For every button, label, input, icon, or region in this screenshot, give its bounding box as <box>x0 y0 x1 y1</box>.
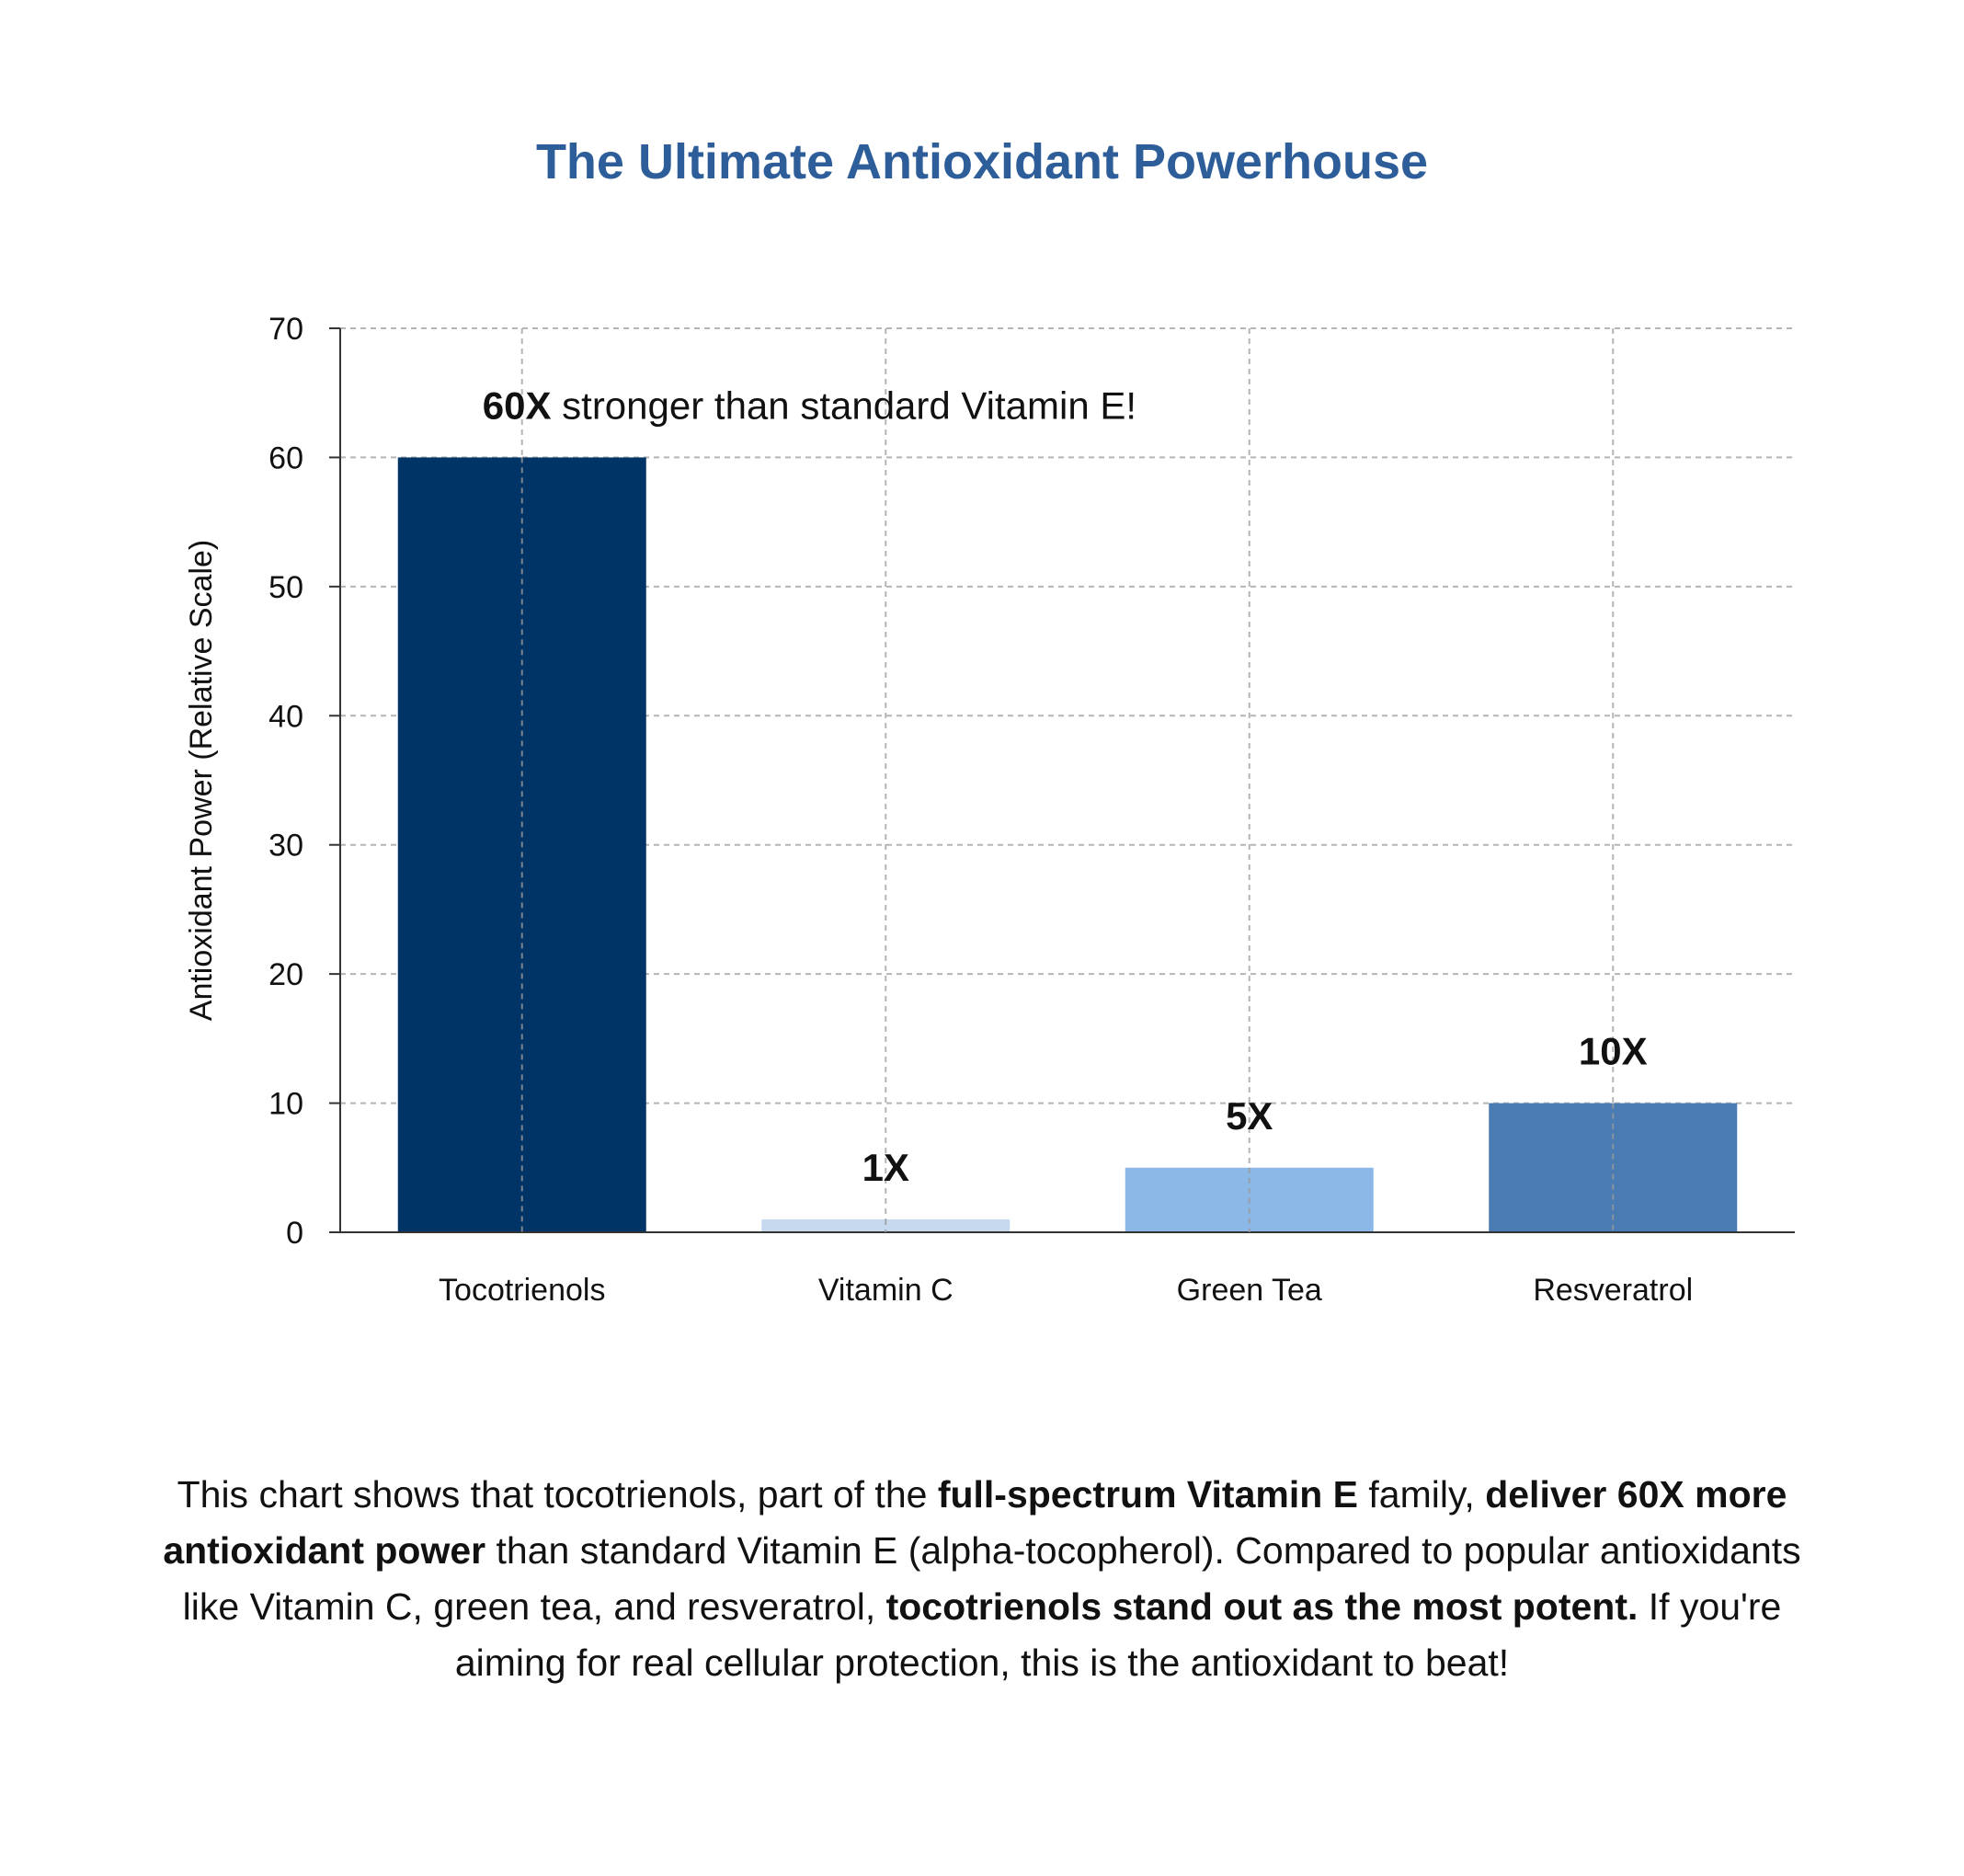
annotation-label: 60X stronger than standard Vitamin E! <box>483 383 1136 427</box>
caption-text-3: than standard Vitamin E (alpha-tocophero… <box>182 1529 1801 1628</box>
y-tick-label: 60 <box>268 440 303 475</box>
y-tick-label: 30 <box>268 829 303 864</box>
bar-value-label: 5X <box>1226 1094 1273 1138</box>
bar-vitamin-c <box>761 1218 1011 1232</box>
caption-bold-1: full-spectrum Vitamin E <box>937 1473 1358 1516</box>
y-tick-label: 20 <box>268 957 303 992</box>
bar-value-label: 10X <box>1579 1030 1648 1073</box>
y-tick-label: 70 <box>268 312 303 347</box>
y-tick-label: 10 <box>268 1087 303 1122</box>
caption-text-4: If you're aiming for real cellular prote… <box>454 1585 1782 1684</box>
x-tick-label: Resveratrol <box>1533 1273 1693 1308</box>
y-axis-label: Antioxidant Power (Relative Scale) <box>184 540 219 1021</box>
annotation-bold: 60X <box>483 383 562 427</box>
caption-text-2: family, <box>1358 1473 1486 1516</box>
chart-title: The Ultimate Antioxidant Powerhouse <box>535 134 1429 189</box>
x-tick-label: Tocotrienols <box>439 1273 605 1308</box>
y-tick-label: 40 <box>268 699 303 734</box>
bar-value-label: 1X <box>862 1146 909 1189</box>
caption-text-1: This chart shows that tocotrienols, part… <box>177 1473 938 1516</box>
x-tick-label: Green Tea <box>1177 1273 1322 1308</box>
axes <box>329 327 1795 1233</box>
bar-chart: 0 10 20 30 40 50 60 70 Tocotrienols Vitamin C Gree… <box>184 312 1795 1308</box>
x-tick-label: Vitamin C <box>818 1273 953 1308</box>
y-tick-label: 50 <box>268 570 303 605</box>
chart-caption: This chart shows that tocotrienols, part… <box>138 1467 1826 1691</box>
caption-bold-2: deliver 60X more antioxidant power <box>163 1473 1787 1572</box>
caption-bold-3: tocotrienols stand out as the most poten… <box>885 1585 1639 1628</box>
y-tick-label: 0 <box>286 1216 303 1251</box>
labels: 0 10 20 30 40 50 60 70 Tocotrienols Vitamin C Gree… <box>184 312 1693 1308</box>
annotation-text: stronger than standard Vitamin E! <box>562 383 1136 427</box>
